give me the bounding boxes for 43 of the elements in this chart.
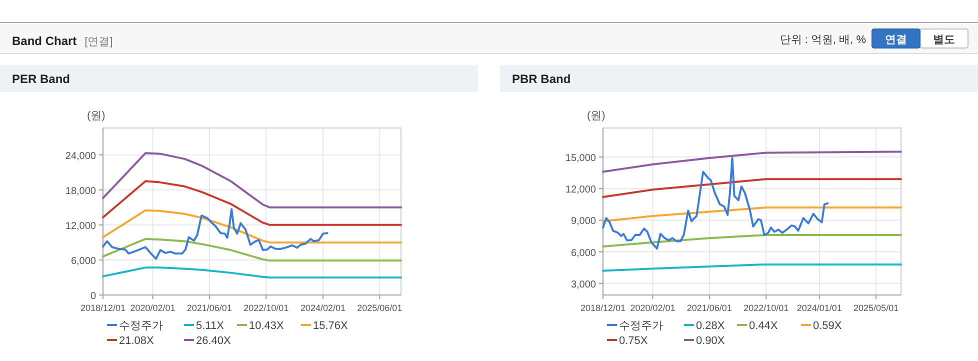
y-tick-label: 12,000 bbox=[565, 184, 596, 196]
legend-label: 수정주가 bbox=[619, 320, 663, 332]
legend-label: 15.76X bbox=[313, 320, 349, 332]
y-tick-label: 15,000 bbox=[565, 152, 596, 164]
legend-label: 10.43X bbox=[249, 320, 285, 332]
y-tick-label: 6,000 bbox=[570, 248, 596, 259]
x-tick-label: 2024/01/01 bbox=[796, 303, 842, 313]
y-tick-label: 3,000 bbox=[570, 279, 596, 290]
x-tick-label: 2024/02/01 bbox=[300, 303, 346, 313]
legend-label: 5.11X bbox=[196, 320, 225, 332]
y-tick-label: 0 bbox=[90, 291, 96, 302]
chart-title: PBR Band bbox=[512, 72, 571, 86]
y-tick-label: 12,000 bbox=[65, 220, 96, 232]
x-tick-label: 2018/12/01 bbox=[580, 303, 626, 313]
y-tick-label: 24,000 bbox=[65, 150, 96, 162]
x-tick-label: 2020/02/01 bbox=[630, 303, 676, 313]
legend-label: 21.08X bbox=[119, 335, 155, 347]
text: 별도 bbox=[933, 34, 955, 46]
x-tick-label: 2022/10/01 bbox=[744, 303, 789, 313]
x-tick-label: 2025/05/01 bbox=[854, 303, 899, 313]
x-tick-label: 2020/02/01 bbox=[130, 303, 176, 313]
text: 연결 bbox=[885, 34, 907, 46]
y-axis-title: (원) bbox=[87, 110, 106, 122]
x-tick-label: 2021/06/01 bbox=[186, 303, 232, 313]
x-tick-label: 2022/10/01 bbox=[244, 303, 289, 313]
y-tick-label: 6,000 bbox=[70, 256, 96, 267]
y-tick-label: 9,000 bbox=[570, 216, 596, 228]
legend-label: 0.44X bbox=[749, 320, 778, 332]
text: Band Chart bbox=[12, 34, 77, 48]
legend-label: 0.90X bbox=[696, 335, 726, 347]
legend-label: 0.75X bbox=[619, 335, 648, 347]
chart-title: PER Band bbox=[12, 72, 70, 86]
y-axis-title: (원) bbox=[587, 110, 606, 122]
x-tick-label: 2018/12/01 bbox=[80, 303, 126, 313]
x-tick-label: 2025/06/01 bbox=[357, 303, 402, 313]
legend-label: 수정주가 bbox=[119, 320, 163, 332]
text: 단위 : 억원, 배, % bbox=[780, 34, 866, 46]
x-tick-label: 2021/06/01 bbox=[686, 303, 732, 313]
text: [연결] bbox=[84, 36, 113, 48]
y-tick-label: 18,000 bbox=[65, 186, 96, 197]
legend-label: 0.28X bbox=[696, 320, 726, 332]
legend-label: 26.40X bbox=[196, 335, 232, 347]
legend-label: 0.59X bbox=[813, 320, 842, 332]
